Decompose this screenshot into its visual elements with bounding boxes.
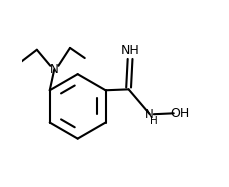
Text: N: N: [144, 108, 153, 121]
Text: H: H: [150, 116, 158, 126]
Text: N: N: [50, 63, 59, 76]
Text: NH: NH: [121, 44, 139, 57]
Text: OH: OH: [170, 107, 189, 120]
